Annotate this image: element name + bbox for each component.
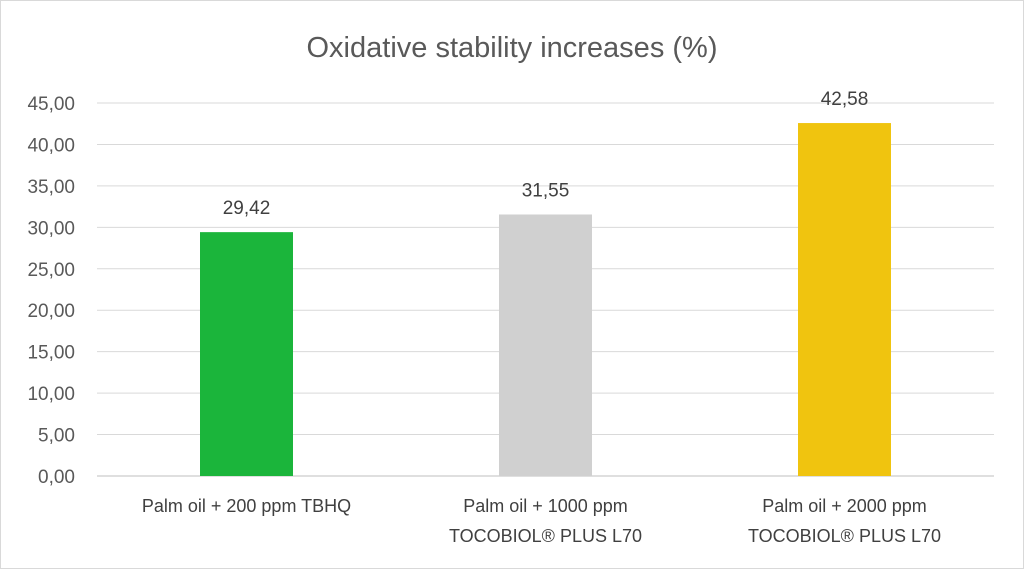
- y-tick-label: 30,00: [27, 218, 75, 239]
- bar: [499, 214, 592, 477]
- data-label: 29,42: [223, 198, 271, 219]
- y-tick-label: 40,00: [27, 135, 75, 156]
- bar: [200, 232, 293, 476]
- y-tick-label: 0,00: [38, 467, 75, 488]
- bars: [200, 123, 891, 477]
- category-label: TOCOBIOL® PLUS L70: [748, 526, 941, 546]
- y-tick-label: 35,00: [27, 177, 75, 198]
- category-label: Palm oil + 200 ppm TBHQ: [142, 496, 351, 516]
- y-tick-label: 20,00: [27, 301, 75, 322]
- x-axis-categories: Palm oil + 200 ppm TBHQ Palm oil + 1000 p…: [142, 496, 941, 546]
- category-label: TOCOBIOL® PLUS L70: [449, 526, 642, 546]
- y-axis-ticks: 0,00 5,00 10,00 15,00 20,00 25,00 30,00 35,00 40…: [27, 94, 75, 488]
- y-tick-label: 25,00: [27, 260, 75, 281]
- chart-title: Oxidative stability increases (%): [307, 32, 718, 64]
- category-label: Palm oil + 2000 ppm: [762, 496, 927, 516]
- bar: [798, 123, 891, 476]
- y-tick-label: 10,00: [27, 384, 75, 405]
- category-label: Palm oil + 1000 ppm: [463, 496, 628, 516]
- y-tick-label: 5,00: [38, 426, 75, 447]
- y-tick-label: 15,00: [27, 343, 75, 364]
- y-tick-label: 45,00: [27, 94, 75, 115]
- data-label: 42,58: [821, 89, 869, 110]
- data-labels: 29,42 31,55 42,58: [223, 89, 869, 219]
- data-label: 31,55: [522, 180, 570, 201]
